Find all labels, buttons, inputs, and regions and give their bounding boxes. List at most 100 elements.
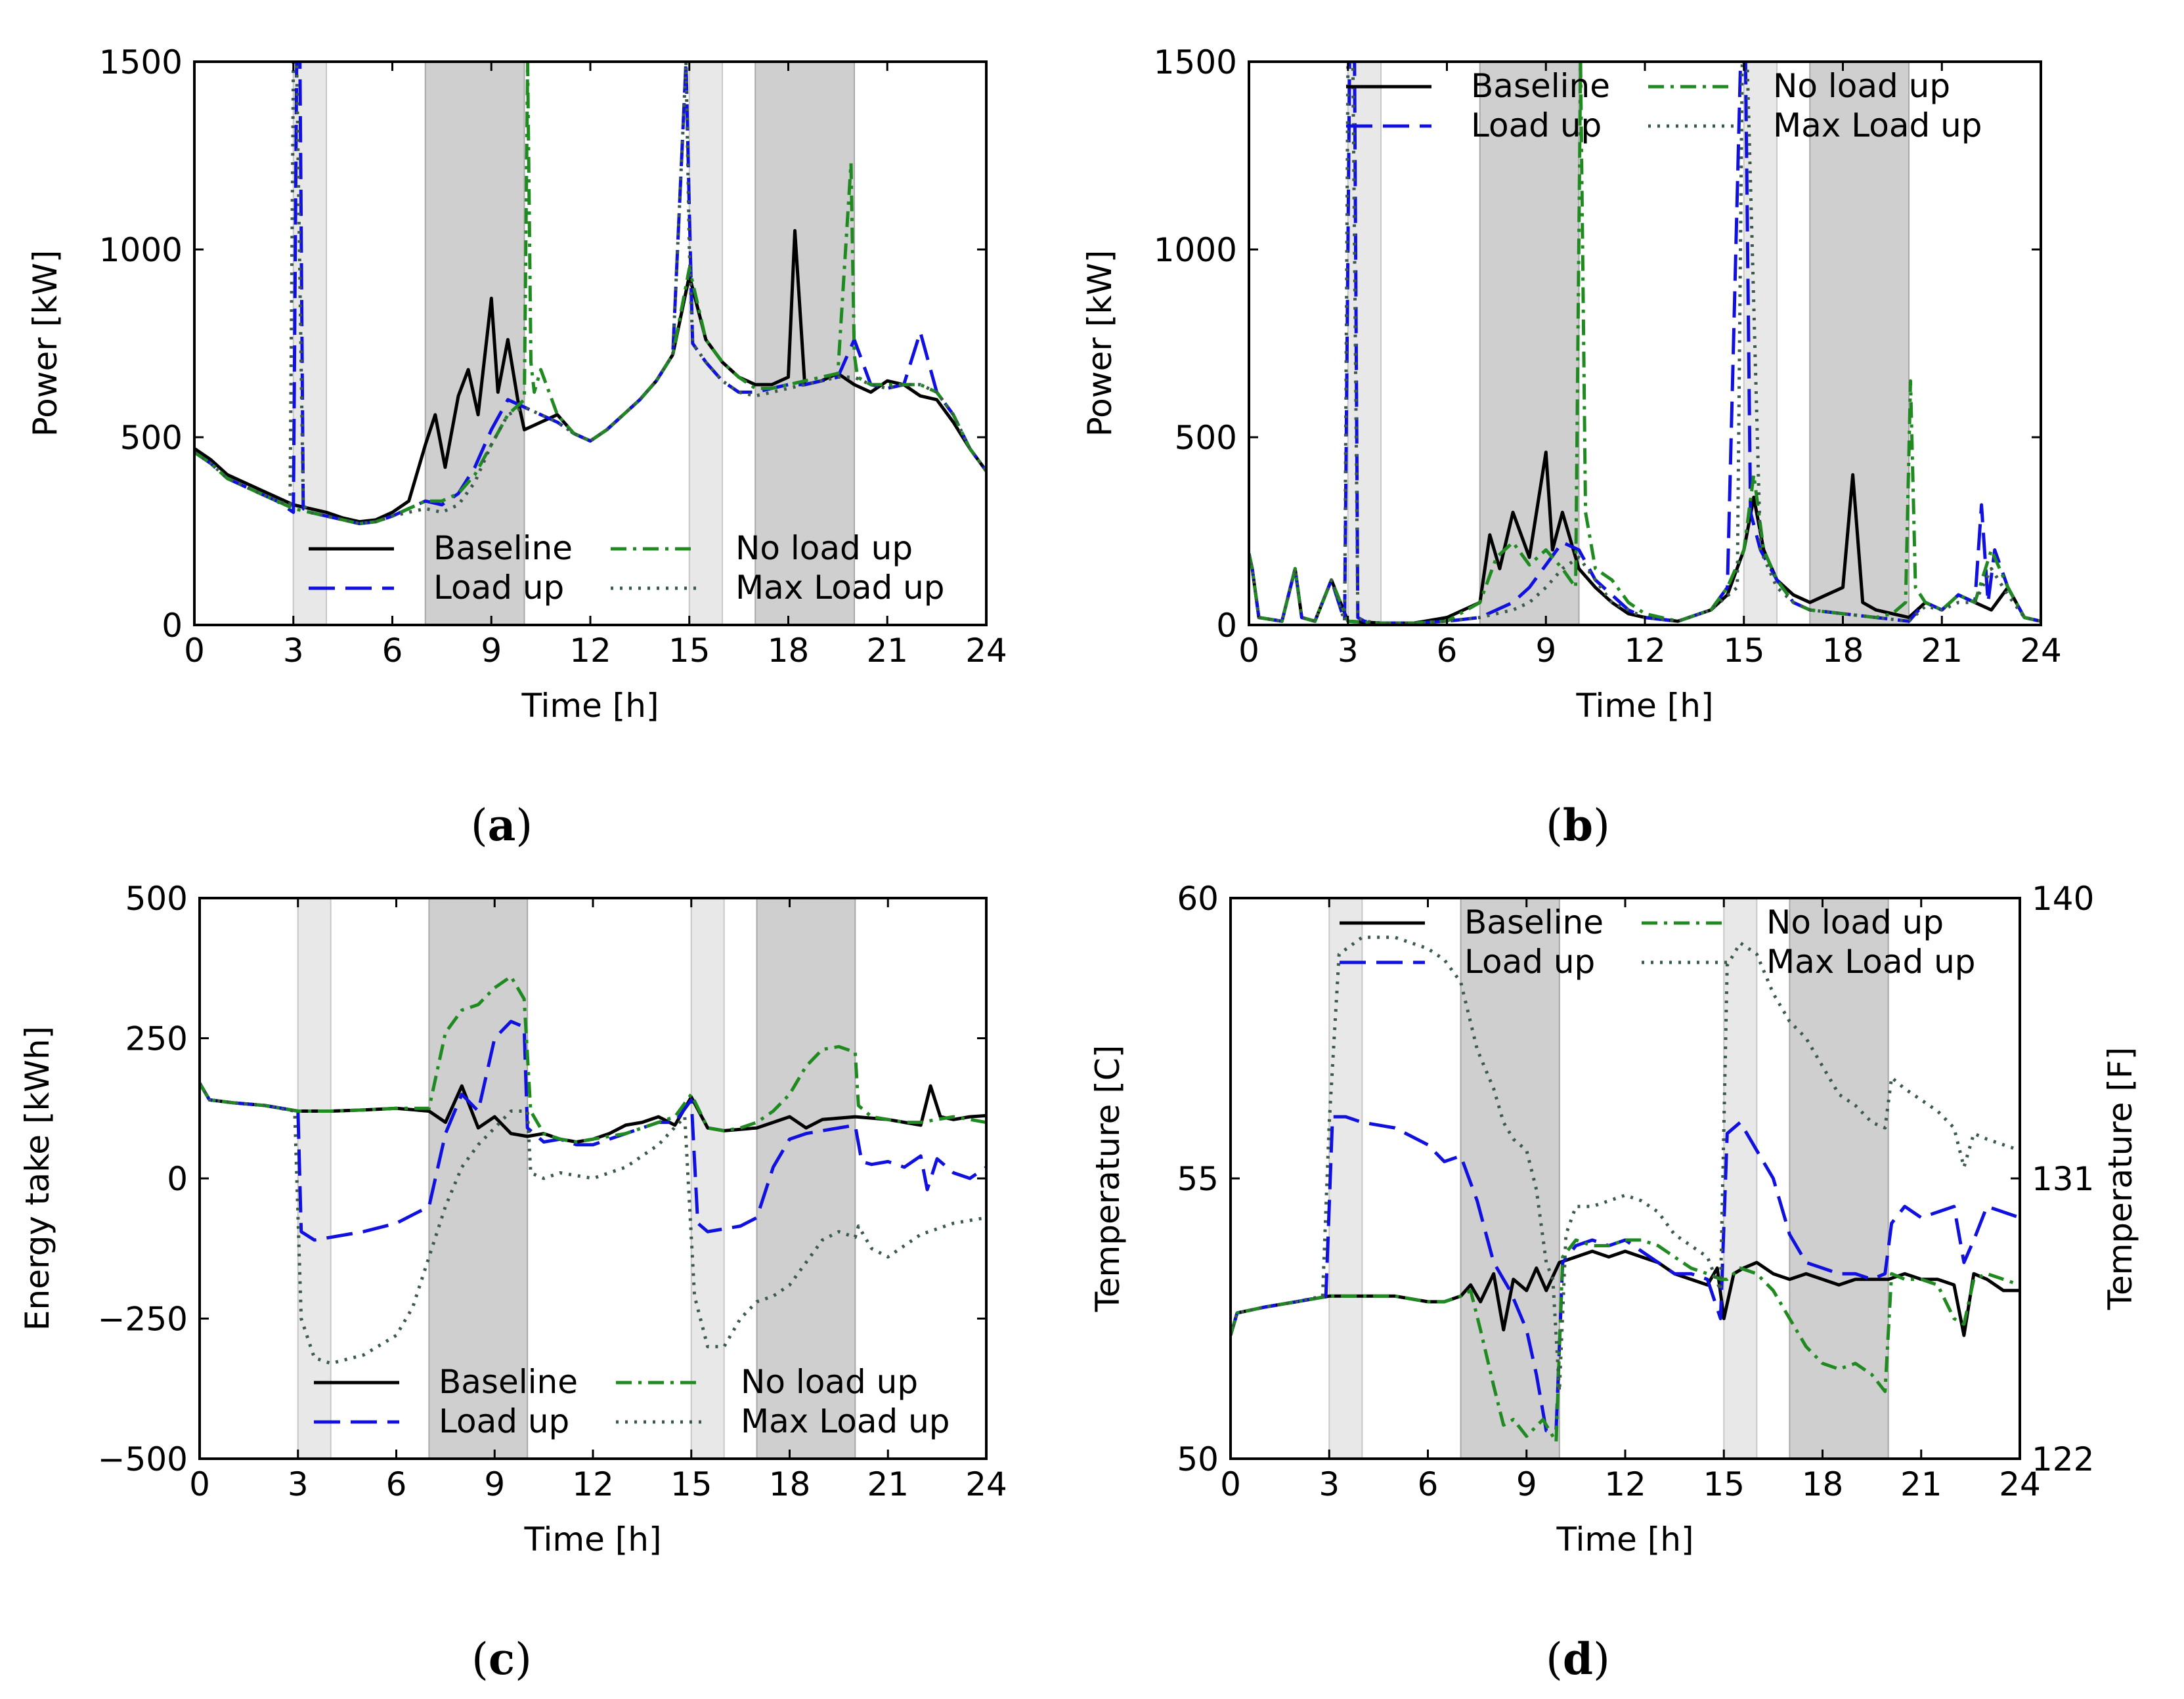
x-axis-title: Time [h] — [1576, 687, 1714, 725]
y-tick-label: 500 — [1175, 419, 1237, 457]
series-line-load-up — [200, 1020, 986, 1242]
y-tick-label: 1500 — [1154, 43, 1237, 81]
x-tick-label: 18 — [1802, 1465, 1844, 1503]
legend-label-max-load-up: Max Load up — [1766, 943, 1976, 981]
x-tick-label: 15 — [1723, 632, 1765, 670]
x-tick-label: 6 — [382, 632, 403, 670]
light-band-0 — [1347, 61, 1382, 626]
legend-label-baseline: Baseline — [1464, 903, 1604, 941]
x-tick-label: 21 — [1900, 1465, 1942, 1503]
panel-a: 0 3 6 9 12 15 18 21 24 0 500 1000 1500 Time [h] Power … — [26, 43, 1007, 725]
y-tick-label: −500 — [98, 1440, 188, 1478]
light-band-1 — [690, 897, 725, 1459]
x-tick-label: 0 — [184, 632, 205, 670]
x-tick-label: 21 — [866, 632, 908, 670]
y-right-tick-label: 122 — [2032, 1440, 2094, 1478]
light-band-0 — [292, 61, 327, 626]
series-line-max-load-up — [1249, 62, 2041, 625]
series-group — [1231, 936, 2020, 1444]
dark-band-0 — [1460, 897, 1560, 1459]
x-tick-label: 3 — [1319, 1465, 1340, 1503]
y-tick-label: 0 — [1216, 607, 1237, 645]
x-tick-label: 24 — [965, 1465, 1007, 1503]
legend-label-load-up: Load up — [1464, 943, 1595, 981]
x-tick-label: 15 — [670, 1465, 712, 1503]
legend-label-load-up: Load up — [439, 1402, 569, 1440]
series-line-load-up — [1231, 1115, 2020, 1432]
x-tick-label: 3 — [1338, 632, 1359, 670]
x-tick-label: 6 — [1437, 632, 1458, 670]
y-tick-label: 1000 — [1154, 231, 1237, 269]
x-tick-label: 12 — [1604, 1465, 1646, 1503]
y-tick-label: 50 — [1177, 1440, 1219, 1478]
x-tick-label: 3 — [288, 1465, 309, 1503]
legend-label-max-load-up: Max Load up — [741, 1402, 950, 1440]
panel-b: 0 3 6 9 12 15 18 21 24 0 500 1000 1500 Time [h] Power … — [1081, 43, 2062, 725]
x-axis-title: Time [h] — [1556, 1520, 1694, 1559]
x-tick-label: 6 — [386, 1465, 407, 1503]
y-tick-label: 0 — [167, 1160, 188, 1198]
light-band-0 — [297, 897, 332, 1459]
x-tick-label: 12 — [572, 1465, 614, 1503]
x-tick-label: 21 — [1921, 632, 1963, 670]
series-line-max-load-up — [1231, 936, 2020, 1393]
dark-band-0 — [1479, 61, 1580, 626]
x-tick-label: 15 — [1703, 1465, 1745, 1503]
caption-d: (d) — [1546, 1633, 1610, 1685]
legend-label-load-up: Load up — [1471, 106, 1602, 144]
y-axis-title: Power [kW] — [26, 250, 64, 437]
x-tick-label: 9 — [1535, 632, 1556, 670]
y-tick-label: 60 — [1177, 880, 1219, 918]
y-tick-label: 0 — [162, 607, 183, 645]
x-tick-label: 0 — [189, 1465, 210, 1503]
caption-b: (b) — [1546, 800, 1610, 851]
legend-label-load-up: Load up — [433, 569, 564, 607]
y-tick-label: −250 — [98, 1301, 188, 1339]
y-right-tick-label: 140 — [2032, 880, 2094, 918]
series-line-no-load-up — [200, 975, 986, 1144]
y-tick-label: 500 — [125, 880, 188, 918]
y-tick-label: 500 — [120, 419, 183, 457]
light-band-0 — [1328, 897, 1363, 1459]
y-axis-title: Temperature [C] — [1089, 1045, 1127, 1313]
y-axis-title-right: Temperature [F] — [2101, 1047, 2139, 1310]
y-right-tick-label: 131 — [2032, 1160, 2094, 1198]
series-group — [1249, 62, 2041, 625]
x-tick-label: 0 — [1220, 1465, 1241, 1503]
light-band-1 — [1723, 897, 1758, 1459]
series-line-max-load-up — [200, 1082, 986, 1366]
legend-label-no-load-up: No load up — [1766, 903, 1944, 941]
x-tick-label: 24 — [1999, 1465, 2041, 1503]
series-line-baseline — [200, 1082, 986, 1144]
panel-d: 0 3 6 9 12 15 18 21 24 50 55 60 122 131 140 Temperature… — [1089, 880, 2139, 1559]
x-tick-label: 9 — [1516, 1465, 1537, 1503]
series-line-baseline — [194, 228, 986, 524]
y-axis-title: Power [kW] — [1081, 250, 1119, 437]
legend-label-max-load-up: Max Load up — [735, 569, 945, 607]
dark-band-1 — [756, 897, 856, 1459]
legend-label-max-load-up: Max Load up — [1773, 106, 1982, 144]
dark-band-1 — [754, 61, 855, 626]
series-line-no-load-up — [1231, 1238, 2020, 1444]
x-tick-label: 18 — [1822, 632, 1864, 670]
legend-label-no-load-up: No load up — [1773, 67, 1950, 105]
series-group — [194, 62, 986, 526]
y-tick-label: 55 — [1177, 1160, 1219, 1198]
x-tick-label: 0 — [1238, 632, 1259, 670]
x-tick-label: 3 — [283, 632, 304, 670]
x-tick-label: 12 — [569, 632, 611, 670]
x-axis-title: Time [h] — [521, 687, 659, 725]
y-tick-label: 1000 — [99, 231, 183, 269]
caption-c: (c) — [471, 1633, 532, 1685]
x-tick-label: 15 — [668, 632, 710, 670]
x-axis-title: Time [h] — [524, 1520, 662, 1559]
legend-label-no-load-up: No load up — [741, 1363, 918, 1401]
dark-band-1 — [1789, 897, 1889, 1459]
x-tick-label: 12 — [1624, 632, 1666, 670]
y-tick-label: 1500 — [99, 43, 183, 81]
